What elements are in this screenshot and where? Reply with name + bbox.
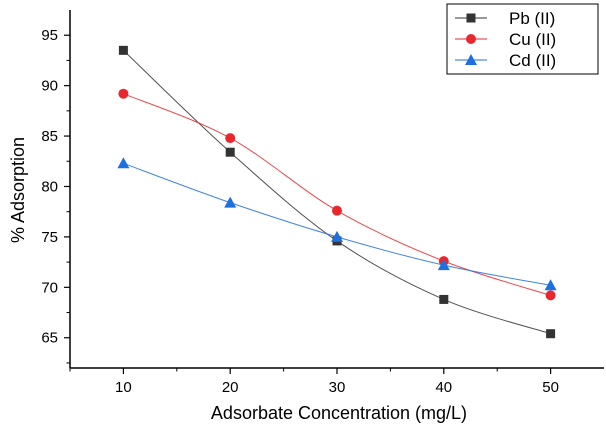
- x-tick-label: 10: [115, 379, 132, 396]
- data-point: [225, 133, 236, 144]
- y-tick-label: 95: [41, 27, 58, 44]
- series-layer: [117, 45, 557, 339]
- data-point: [545, 290, 556, 301]
- data-point: [225, 147, 235, 157]
- series-line: [123, 93, 551, 296]
- series-0: [118, 45, 556, 339]
- data-point: [118, 45, 128, 55]
- series-line: [123, 162, 551, 286]
- x-tick-label: 30: [329, 379, 346, 396]
- data-point: [332, 205, 342, 216]
- legend: Pb (II) Cu (II) Cd (II): [446, 3, 599, 75]
- data-point: [117, 157, 130, 169]
- y-axis-label: % Adsorption: [8, 137, 28, 243]
- legend-marker: [466, 34, 476, 44]
- y-tick-label: 90: [41, 78, 58, 95]
- x-tick-label: 40: [435, 379, 452, 396]
- data-point: [546, 329, 556, 339]
- data-point: [118, 88, 129, 99]
- x-axis: 10 20 30 40 50: [69, 368, 559, 396]
- data-point: [544, 279, 557, 291]
- y-tick-label: 70: [41, 279, 58, 296]
- y-tick-label: 65: [41, 330, 58, 347]
- series-2: [117, 157, 557, 291]
- y-axis: 65 70 75 80 85 90 95: [41, 27, 70, 364]
- y-tick-label: 80: [41, 178, 58, 195]
- data-point: [224, 196, 237, 208]
- series-line: [123, 49, 551, 335]
- data-point: [437, 259, 450, 271]
- legend-entry: Cd (II): [509, 51, 556, 70]
- data-point: [331, 230, 343, 242]
- legend-marker: [465, 54, 477, 65]
- y-tick-label: 75: [41, 229, 58, 246]
- series-1: [118, 88, 556, 301]
- x-tick-label: 50: [542, 379, 559, 396]
- legend-marker: [466, 13, 476, 23]
- y-tick-label: 85: [41, 128, 58, 145]
- x-tick-label: 20: [222, 379, 239, 396]
- legend-entry: Pb (II): [509, 9, 555, 28]
- data-point: [439, 294, 449, 304]
- x-axis-label: Adsorbate Concentration (mg/L): [211, 403, 467, 423]
- legend-entry: Cu (II): [509, 30, 556, 49]
